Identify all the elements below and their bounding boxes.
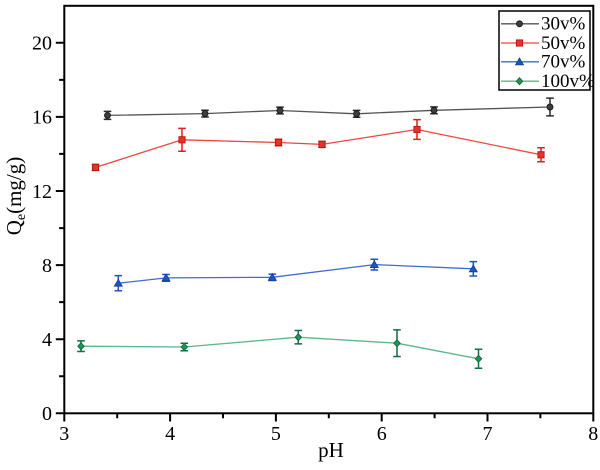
svg-text:pH: pH <box>318 438 344 462</box>
svg-text:12: 12 <box>32 181 52 203</box>
svg-text:5: 5 <box>271 423 281 445</box>
svg-text:8: 8 <box>42 255 52 277</box>
svg-text:6: 6 <box>377 423 387 445</box>
svg-text:4: 4 <box>42 329 52 351</box>
svg-text:20: 20 <box>32 33 52 55</box>
svg-text:3: 3 <box>59 423 69 445</box>
svg-text:0: 0 <box>42 403 52 425</box>
svg-text:50v%: 50v% <box>541 33 586 54</box>
svg-text:16: 16 <box>32 107 52 129</box>
svg-text:Qe(mg/g): Qe(mg/g) <box>2 157 29 236</box>
svg-text:4: 4 <box>165 423 175 445</box>
svg-text:30v%: 30v% <box>541 14 586 35</box>
svg-text:8: 8 <box>588 423 598 445</box>
svg-text:7: 7 <box>483 423 493 445</box>
svg-text:70v%: 70v% <box>541 52 586 73</box>
svg-text:100v%: 100v% <box>541 71 595 92</box>
